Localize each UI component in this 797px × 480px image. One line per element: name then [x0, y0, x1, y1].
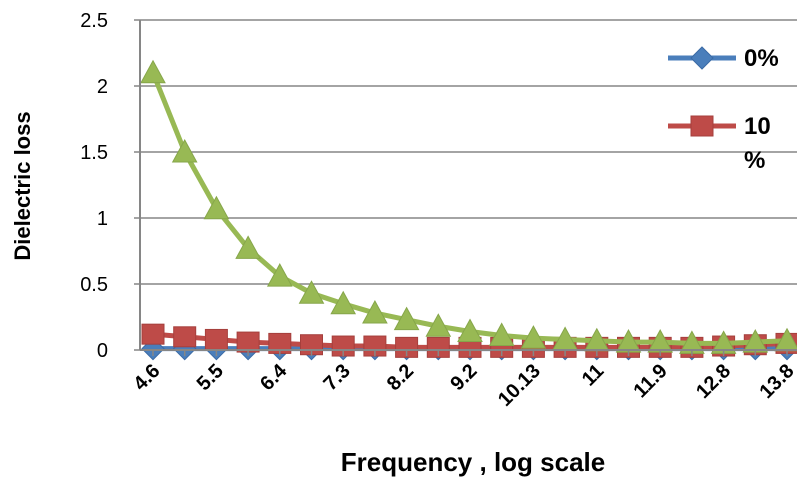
data-point-square [363, 335, 387, 357]
data-point-triangle [457, 318, 483, 343]
data-point-square [204, 328, 228, 350]
data-point-triangle [330, 290, 357, 315]
y-tick-label: 0 [97, 340, 108, 362]
series-line [150, 71, 788, 346]
x-tick-label: 13.8 [755, 360, 797, 403]
data-point-square [426, 336, 450, 358]
y-tick-label: 1 [97, 208, 108, 230]
x-tick-label: 10.13 [494, 360, 545, 411]
data-point-square [395, 336, 419, 358]
legend: 0% 10% [668, 45, 779, 174]
x-tick-label: 12.8 [692, 360, 735, 403]
legend-item: 0% [668, 45, 779, 72]
legend-item: 10% [668, 113, 771, 174]
data-point-triangle [362, 299, 388, 324]
series-3 [140, 59, 797, 354]
data-point-triangle [266, 263, 293, 287]
data-point-triangle [298, 280, 325, 304]
data-point-triangle [140, 59, 166, 84]
y-axis-title: Dielectric loss [10, 111, 35, 260]
series-layer [140, 59, 797, 361]
x-tick-label: 9.2 [446, 360, 481, 395]
data-point-triangle [393, 306, 420, 331]
data-point-square [331, 335, 355, 357]
data-point-triangle [488, 322, 515, 346]
axes [134, 19, 797, 356]
data-point-square [141, 323, 165, 345]
gridlines [140, 19, 797, 285]
data-point-square [690, 115, 714, 137]
data-point-triangle [425, 313, 452, 337]
y-tick-label: 0.5 [80, 274, 108, 296]
data-point-triangle [520, 325, 547, 349]
data-point-triangle [235, 235, 261, 259]
x-tick-label: 5.5 [193, 360, 228, 395]
x-tick-label: 11.9 [629, 360, 671, 402]
x-tick-label: 8.2 [383, 360, 418, 395]
x-tick-label: 4.6 [129, 360, 164, 395]
x-axis-title: Frequency , log scale [341, 447, 605, 477]
x-tick-label: 11 [578, 360, 609, 391]
data-point-triangle [171, 138, 198, 163]
data-point-square [173, 326, 197, 348]
x-tick-label: 6.4 [256, 359, 292, 395]
x-tick-label: 7.3 [320, 360, 355, 395]
legend-label: 10% [744, 113, 771, 174]
y-tick-label: 2 [97, 76, 108, 98]
y-tick-label: 2.5 [80, 10, 108, 32]
y-tick-label: 1.5 [80, 142, 108, 164]
legend-label: 0% [744, 45, 779, 72]
data-point-triangle [203, 195, 230, 220]
data-point-diamond [690, 46, 714, 70]
